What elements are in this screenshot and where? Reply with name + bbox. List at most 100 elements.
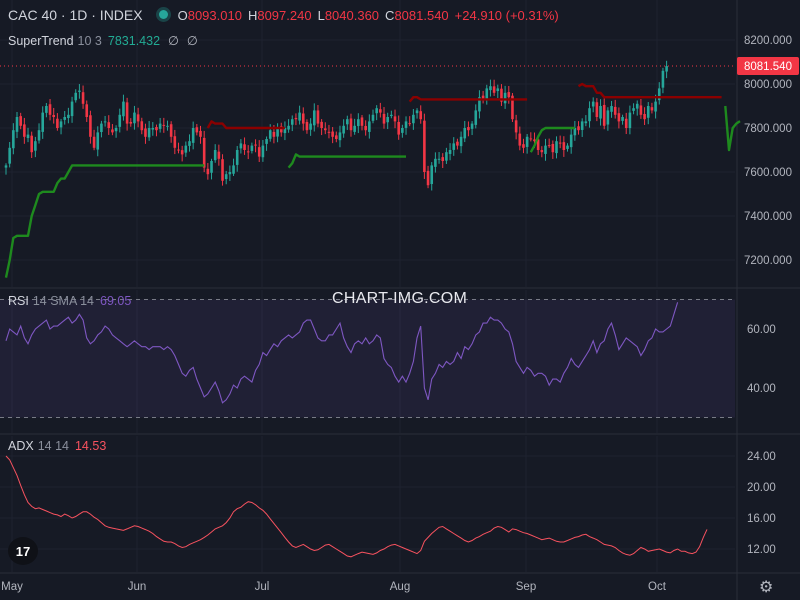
x-tick-label: May (1, 581, 23, 593)
candle (540, 150, 544, 153)
candle (122, 101, 125, 117)
candle (591, 101, 595, 107)
eye-slash-icon[interactable]: ∅ (186, 34, 198, 48)
candle (338, 132, 342, 141)
candle (235, 150, 239, 165)
candle (514, 120, 518, 133)
supertrend-params: 10 3 (77, 34, 102, 48)
symbol-header: CAC 40 · 1D · INDEX O8093.010 H8097.240 L80… (8, 7, 559, 23)
candle (401, 128, 404, 133)
adx-value: 14.53 (74, 439, 107, 453)
candle (294, 117, 298, 120)
rsi-tick-label: 60.00 (747, 324, 776, 336)
gear-icon[interactable]: ⚙ (759, 579, 774, 596)
candle (485, 88, 489, 99)
candle (525, 136, 529, 147)
candle (430, 165, 434, 185)
candle (397, 121, 400, 135)
x-tick-label: Jul (255, 581, 270, 593)
change-value: +24.910 (+0.31%) (454, 8, 559, 23)
candle (657, 88, 661, 101)
candle (335, 135, 338, 139)
candle (147, 128, 151, 138)
candle (456, 141, 459, 146)
rsi-legend[interactable]: RSI 14 SMA 14 69.05 (8, 294, 131, 308)
adx-legend[interactable]: ADX 14 14 14.53 (8, 439, 106, 453)
symbol-title[interactable]: CAC 40 · 1D · INDEX (8, 7, 143, 23)
candle (412, 114, 415, 124)
candle (602, 104, 606, 126)
candle (151, 128, 155, 130)
candle (177, 149, 180, 151)
candle (584, 121, 588, 124)
candle (206, 168, 210, 175)
candle (100, 123, 103, 133)
candle (555, 141, 558, 154)
candle (474, 110, 478, 125)
candle (144, 128, 147, 137)
candle (547, 145, 551, 147)
rsi-line (5, 302, 679, 404)
close-value: 8081.540 (394, 8, 449, 23)
candle (173, 136, 177, 148)
candle (305, 121, 309, 131)
rsi-name: RSI (8, 294, 29, 308)
candle (213, 150, 217, 161)
candle (136, 114, 140, 122)
price-tick-label: 8000.000 (744, 79, 792, 91)
low-key: L (317, 8, 325, 23)
supertrend-line-up (287, 153, 406, 169)
candle (617, 113, 621, 122)
price-tick-label: 7600.000 (744, 167, 792, 179)
eye-slash-icon[interactable]: ∅ (168, 34, 179, 48)
candle (610, 106, 613, 112)
low-value: 8040.360 (324, 8, 380, 23)
candle (74, 92, 78, 101)
candle (320, 121, 323, 128)
candle (500, 88, 503, 102)
candle (606, 110, 610, 125)
candle (423, 120, 426, 172)
candle (301, 113, 305, 124)
candle (26, 134, 30, 139)
rsi-tick-label: 40.00 (747, 383, 776, 395)
candle (52, 114, 56, 117)
candle (379, 109, 382, 113)
adx-line (5, 455, 708, 558)
candle (573, 128, 577, 136)
candle (103, 121, 107, 123)
open-value: 8093.010 (187, 8, 242, 23)
candle (621, 117, 624, 121)
candle (254, 144, 257, 146)
candle (393, 116, 397, 122)
candle (239, 143, 243, 149)
candle (628, 112, 632, 129)
candle (4, 165, 8, 168)
candle (323, 128, 327, 131)
candle (599, 106, 602, 119)
last-price-label: 8081.540 (744, 61, 792, 73)
candle (390, 114, 393, 117)
candle (646, 106, 650, 118)
candle (569, 134, 573, 148)
candle (588, 108, 591, 122)
supertrend-legend[interactable]: SuperTrend 10 3 7831.432 ∅ ∅ (8, 33, 198, 48)
candle (643, 113, 646, 120)
candle (577, 126, 580, 131)
candle (580, 121, 584, 130)
x-tick-label: Aug (390, 581, 410, 593)
adx-tick-label: 16.00 (747, 513, 776, 525)
supertrend-line-down (577, 82, 722, 99)
candle (371, 114, 375, 121)
candle (312, 110, 316, 126)
candle (448, 150, 452, 154)
candle (518, 133, 522, 146)
candle (415, 110, 419, 114)
candle (276, 128, 279, 137)
candle (114, 128, 118, 132)
candle (507, 92, 511, 98)
candle (89, 115, 92, 137)
tradingview-logo[interactable]: 17 (8, 537, 38, 565)
candle (445, 152, 448, 161)
